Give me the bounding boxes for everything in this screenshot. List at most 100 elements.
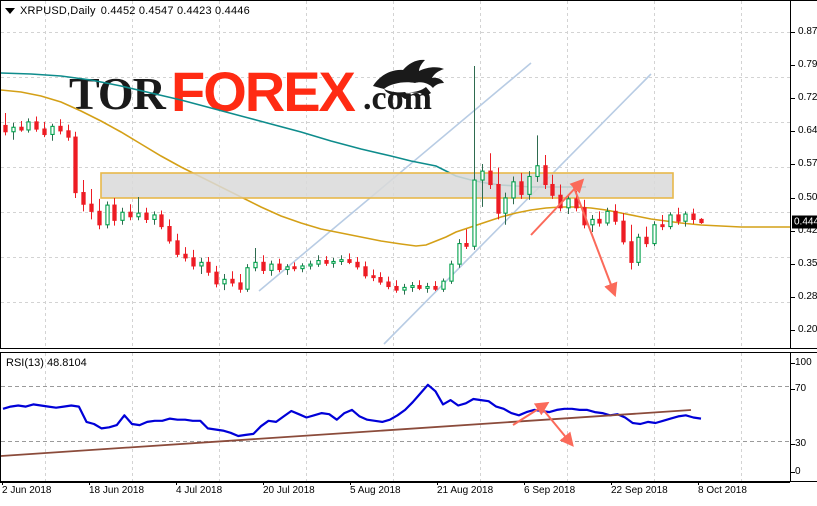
- date-axis-tick: [524, 482, 525, 485]
- candle-body: [355, 261, 360, 268]
- candle-body: [511, 181, 516, 199]
- date-axis-label: 6 Sep 2018: [524, 485, 576, 496]
- candle-body: [621, 220, 626, 243]
- candle-body: [214, 271, 219, 285]
- candle-body: [676, 214, 681, 222]
- price-chart-canvas: TOR FOREX .com: [1, 1, 790, 348]
- candle-body: [316, 260, 321, 265]
- candle-body: [97, 210, 102, 226]
- date-axis-tick: [698, 482, 699, 485]
- rsi-axis[interactable]: 100 70 30 0: [790, 352, 817, 482]
- forecast-arrows[interactable]: [530, 178, 618, 298]
- rsi-label: RSI(13) 48.8104: [6, 357, 87, 369]
- date-axis-label: 8 Oct 2018: [698, 485, 747, 496]
- torforex-logo: TOR FOREX .com: [69, 59, 444, 123]
- candle-body: [464, 243, 469, 247]
- candle-body: [58, 125, 63, 132]
- date-axis-label: 20 Jul 2018: [263, 485, 315, 496]
- candle-body: [574, 198, 579, 209]
- candle-body: [535, 165, 540, 178]
- ma-slow-line: [1, 89, 790, 247]
- candle-body: [550, 183, 555, 196]
- triangle-down-icon[interactable]: [5, 8, 15, 14]
- candle-body: [300, 265, 305, 270]
- date-axis-label: 21 Aug 2018: [437, 485, 494, 496]
- candle-body: [112, 204, 117, 221]
- rsi-indicator-panel[interactable]: RSI(13) 48.8104: [0, 352, 790, 482]
- price-axis-tick: [791, 329, 795, 331]
- price-axis-label: 0.5750: [798, 158, 817, 170]
- candle-body: [206, 261, 211, 273]
- candle-body: [394, 285, 399, 291]
- candle-body: [417, 285, 422, 289]
- candle-body: [144, 212, 149, 220]
- candle-body: [277, 263, 282, 271]
- rsi-axis-tick: [791, 444, 795, 445]
- date-axis-label: 22 Sep 2018: [611, 485, 668, 496]
- candle-body: [363, 266, 368, 277]
- rsi-arrow-down: [540, 406, 574, 447]
- candle-body: [89, 203, 94, 212]
- date-axis-label: 4 Jul 2018: [176, 485, 223, 496]
- price-chart-panel[interactable]: TOR FOREX .com: [0, 0, 790, 349]
- candle-body: [159, 214, 164, 228]
- candle-body: [269, 263, 274, 271]
- candle-body: [629, 241, 634, 263]
- candle-body: [191, 257, 196, 267]
- candle-body: [26, 121, 31, 131]
- candle-body: [652, 224, 657, 245]
- candle-body: [457, 243, 462, 265]
- candle-body: [183, 253, 188, 259]
- candle-body: [488, 170, 493, 186]
- candle-body: [105, 204, 110, 226]
- candle-body: [613, 210, 618, 222]
- candle-body: [81, 192, 86, 205]
- candle-body: [441, 280, 446, 290]
- resistance-zone[interactable]: [100, 172, 674, 199]
- candle-body: [402, 286, 407, 291]
- price-axis-label: 0.2070: [798, 323, 817, 335]
- date-axis-tick: [263, 482, 264, 485]
- rsi-line: [2, 383, 702, 438]
- candle-body: [167, 226, 172, 242]
- price-axis-tick: [791, 98, 795, 100]
- candle-body: [503, 197, 508, 214]
- rsi-chart-canvas: [1, 353, 790, 481]
- candle-body: [238, 282, 243, 290]
- rsi-axis-tick: [791, 363, 795, 364]
- candle-body: [691, 213, 696, 220]
- rsi-arrow-up: [512, 401, 550, 426]
- candle-body: [175, 240, 180, 255]
- candle-body: [527, 175, 532, 195]
- candle-body: [230, 278, 235, 284]
- rsi-forecast-arrows[interactable]: [512, 401, 574, 447]
- date-axis[interactable]: 2 Jun 2018 18 Jun 2018 4 Jul 2018 20 Jul 20…: [0, 482, 817, 506]
- rsi-axis-label: 30: [795, 438, 807, 449]
- candle-body: [378, 277, 383, 283]
- candle-body: [605, 210, 610, 224]
- date-axis-tick: [176, 482, 177, 485]
- price-axis-label: 0.3530: [798, 257, 817, 269]
- price-axis-label: 0.7970: [798, 59, 817, 71]
- price-axis-tick: [791, 131, 795, 133]
- candle-body: [128, 211, 133, 218]
- candle-body: [152, 214, 157, 220]
- price-axis-tick: [791, 197, 795, 199]
- date-axis-label: 18 Jun 2018: [89, 485, 145, 496]
- candle-body: [636, 236, 641, 263]
- candle-body: [566, 198, 571, 209]
- rsi-trendline[interactable]: [1, 409, 692, 457]
- candle-body: [292, 266, 297, 270]
- rsi-axis-tick: [791, 389, 795, 390]
- price-axis-label: 0.4270: [798, 224, 817, 236]
- forecast-arrow-down: [572, 184, 618, 298]
- candle-body: [386, 281, 391, 288]
- candle-body: [433, 285, 438, 290]
- candle-body: [19, 126, 24, 131]
- price-axis[interactable]: 0.8710 0.7970 0.7230 0.6490 0.5750 0.5010 0.42…: [790, 0, 817, 349]
- candle-body: [308, 263, 313, 267]
- candle-body: [73, 136, 78, 194]
- candle-body: [3, 124, 8, 133]
- candle-body: [324, 260, 329, 264]
